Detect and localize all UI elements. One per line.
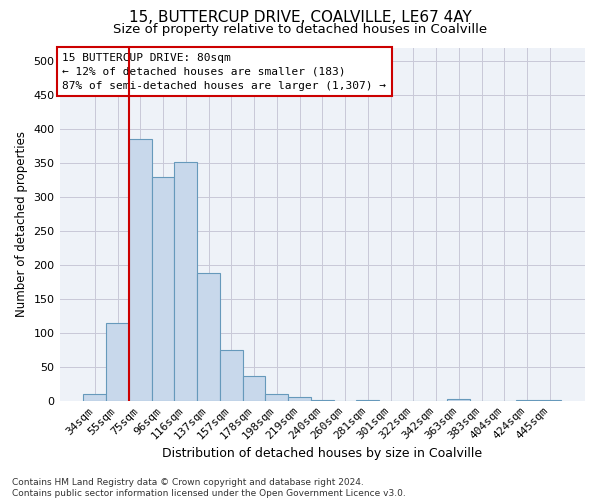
Bar [129,139,152,401]
Y-axis label: Number of detached properties: Number of detached properties [15,131,28,317]
Bar [106,322,129,401]
Bar [288,397,311,401]
Bar [538,400,561,401]
Bar [265,394,288,401]
Bar [220,350,242,401]
Text: Size of property relative to detached houses in Coalville: Size of property relative to detached ho… [113,22,487,36]
X-axis label: Distribution of detached houses by size in Coalville: Distribution of detached houses by size … [162,447,482,460]
Bar [242,376,265,401]
Bar [83,394,106,401]
Text: Contains HM Land Registry data © Crown copyright and database right 2024.
Contai: Contains HM Land Registry data © Crown c… [12,478,406,498]
Bar [175,162,197,401]
Bar [197,273,220,401]
Bar [311,400,334,401]
Bar [448,399,470,401]
Bar [515,400,538,401]
Text: 15, BUTTERCUP DRIVE, COALVILLE, LE67 4AY: 15, BUTTERCUP DRIVE, COALVILLE, LE67 4AY [128,10,472,25]
Bar [356,400,379,401]
Text: 15 BUTTERCUP DRIVE: 80sqm
← 12% of detached houses are smaller (183)
87% of semi: 15 BUTTERCUP DRIVE: 80sqm ← 12% of detac… [62,53,386,91]
Bar [152,176,175,401]
